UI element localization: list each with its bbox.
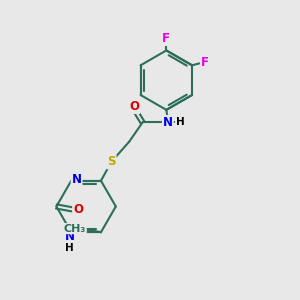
Text: CH₃: CH₃ <box>64 224 86 234</box>
Text: O: O <box>73 203 83 216</box>
Text: F: F <box>201 56 209 69</box>
Text: N: N <box>163 116 173 129</box>
Text: F: F <box>162 32 170 45</box>
Text: H: H <box>65 243 74 253</box>
Text: N: N <box>72 173 82 186</box>
Text: H: H <box>176 117 185 128</box>
Text: S: S <box>107 155 116 168</box>
Text: O: O <box>129 100 139 113</box>
Text: N: N <box>65 230 75 243</box>
